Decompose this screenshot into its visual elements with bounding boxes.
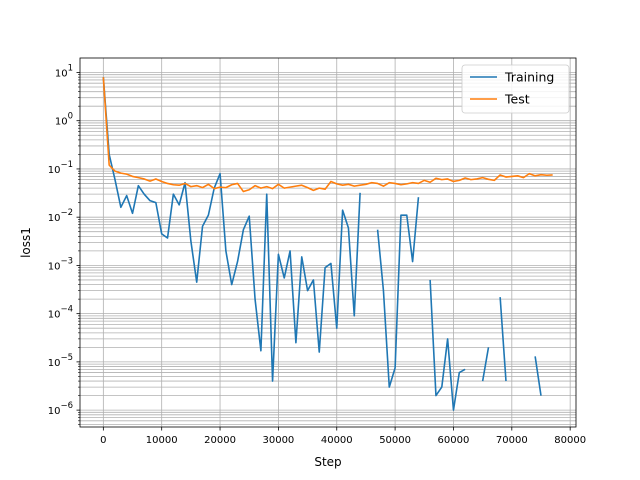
- x-tick-label: 80000: [554, 435, 586, 446]
- y-tick-exponent: 1: [68, 63, 73, 73]
- series-line-test: [102, 77, 553, 193]
- series-line-training: [481, 347, 490, 382]
- plot-frame: [79, 57, 577, 428]
- y-tick-base: 10: [48, 358, 61, 369]
- y-tick-exponent: −5: [60, 353, 73, 363]
- y-tick-label: 10−6: [48, 401, 73, 417]
- y-tick-label: 10−3: [48, 256, 73, 272]
- x-tick-label: 60000: [438, 435, 470, 446]
- x-axis-label: Step: [314, 455, 341, 469]
- series-layer: [102, 77, 553, 411]
- y-tick-exponent: −3: [60, 256, 73, 266]
- y-tick-exponent: −2: [60, 208, 73, 218]
- y-tick-exponent: −4: [60, 305, 73, 315]
- x-tick-label: 70000: [496, 435, 528, 446]
- x-tick-label: 20000: [204, 435, 236, 446]
- series-line-training: [102, 77, 361, 382]
- y-tick-base: 10: [55, 68, 68, 79]
- grid-layer: [80, 58, 576, 427]
- series-line-training: [429, 279, 466, 411]
- y-tick-label: 10−1: [48, 160, 73, 176]
- y-tick-base: 10: [55, 117, 68, 128]
- series-line-training: [499, 297, 507, 382]
- y-tick-exponent: −1: [60, 160, 73, 170]
- y-tick-label: 10−5: [48, 353, 73, 369]
- x-tick-label: 30000: [262, 435, 294, 446]
- y-axis-label: loss1: [19, 227, 33, 258]
- legend-label-training: Training: [504, 70, 554, 85]
- y-tick-base: 10: [48, 406, 61, 417]
- y-tick-label: 10−4: [48, 305, 73, 321]
- y-tick-base: 10: [48, 165, 61, 176]
- series-line-training: [376, 197, 420, 388]
- x-tick-label: 10000: [146, 435, 178, 446]
- y-tick-base: 10: [48, 310, 61, 321]
- y-tick-label: 100: [55, 112, 73, 128]
- x-tick-label: 50000: [379, 435, 411, 446]
- y-tick-label: 101: [55, 63, 73, 79]
- series-line-training: [534, 356, 542, 396]
- y-tick-base: 10: [48, 261, 61, 272]
- y-tick-exponent: 0: [68, 112, 73, 122]
- y-tick-exponent: −6: [60, 401, 73, 411]
- x-tick-label: 0: [100, 435, 106, 446]
- legend-label-test: Test: [504, 92, 530, 107]
- legend: Training Test: [461, 64, 570, 114]
- x-tick-label: 40000: [321, 435, 353, 446]
- y-tick-label: 10−2: [48, 208, 73, 224]
- y-tick-base: 10: [48, 213, 61, 224]
